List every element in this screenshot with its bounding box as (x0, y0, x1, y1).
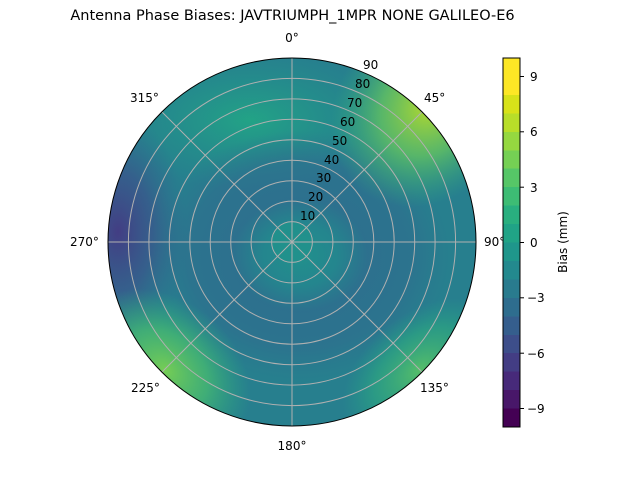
polar-frame (107, 57, 477, 427)
cbar-tick-neg9: −9 (527, 402, 545, 416)
r-label-30: 30 (316, 171, 331, 185)
r-label-80: 80 (355, 77, 370, 91)
cbar-tick-9: 9 (530, 70, 538, 84)
theta-tick-labels: 0° 45° 90° 135° 180° 225° 270° 315° (70, 31, 505, 453)
r-label-60: 60 (340, 115, 355, 129)
theta-label-135: 135° (420, 381, 449, 395)
colorbar-gradient (502, 57, 521, 428)
cbar-tick-neg3: −3 (527, 291, 545, 305)
theta-label-225: 225° (131, 381, 160, 395)
radial-tick-labels: 10 20 30 40 50 60 70 80 90 (300, 58, 378, 223)
r-label-50: 50 (332, 134, 347, 148)
polar-grid (108, 58, 476, 426)
theta-label-270: 270° (70, 235, 99, 249)
theta-label-90: 90° (484, 235, 505, 249)
colorbar: 9 6 3 0 −3 −6 −9 Bias (mm) (502, 57, 570, 428)
r-label-40: 40 (324, 153, 339, 167)
r-label-70: 70 (347, 96, 362, 110)
theta-label-180: 180° (278, 439, 307, 453)
theta-label-315: 315° (130, 91, 159, 105)
r-label-10: 10 (300, 209, 315, 223)
chart-title: Antenna Phase Biases: JAVTRIUMPH_1MPR NO… (70, 8, 515, 24)
cbar-tick-neg6: −6 (527, 347, 545, 361)
r-label-20: 20 (308, 190, 323, 204)
r-label-90: 90 (363, 58, 378, 72)
cbar-tick-0: 0 (530, 236, 538, 250)
theta-label-0: 0° (285, 31, 299, 45)
cbar-tick-6: 6 (530, 125, 538, 139)
colorbar-label: Bias (mm) (556, 211, 570, 273)
cbar-tick-3: 3 (530, 181, 538, 195)
theta-label-45: 45° (424, 91, 445, 105)
